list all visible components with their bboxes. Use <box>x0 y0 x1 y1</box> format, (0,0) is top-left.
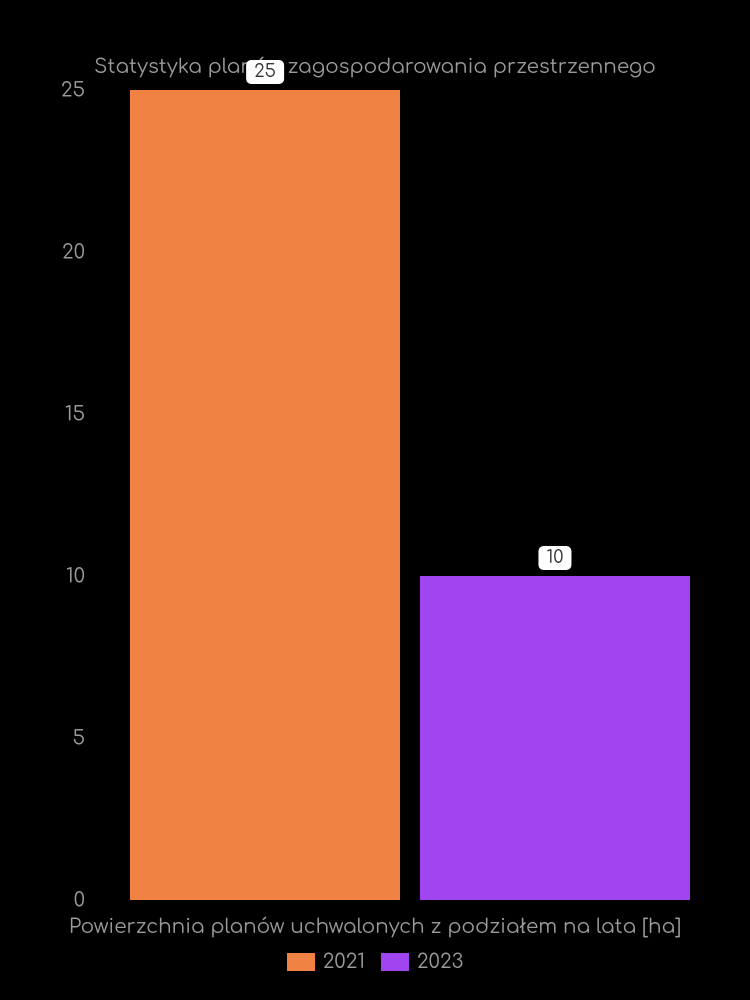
y-tick-label: 5 <box>72 727 85 750</box>
legend-swatch <box>381 953 409 971</box>
y-tick-label: 0 <box>74 889 85 912</box>
legend-swatch <box>287 953 315 971</box>
y-tick-label: 15 <box>65 403 85 426</box>
legend-item: 2021 <box>287 950 365 973</box>
legend-label: 2021 <box>323 950 365 973</box>
legend-item: 2023 <box>381 950 463 973</box>
y-tick-label: 10 <box>66 565 85 588</box>
legend-label: 2023 <box>417 950 463 973</box>
bar-value-label: 25 <box>246 60 284 84</box>
bar-value-label: 10 <box>538 546 571 570</box>
x-axis-title: Powierzchnia planów uchwalonych z podzia… <box>0 915 750 938</box>
y-tick-label: 20 <box>62 241 85 264</box>
legend: 2021 2023 <box>0 950 750 975</box>
chart-container: Statystyka planów zagospodarowania przes… <box>0 0 750 1000</box>
bar: 10 <box>420 576 690 900</box>
bar: 25 <box>130 90 400 900</box>
y-tick-label: 25 <box>61 79 85 102</box>
plot-area: 05101520252510 <box>100 90 710 900</box>
chart-title: Statystyka planów zagospodarowania przes… <box>0 55 750 78</box>
